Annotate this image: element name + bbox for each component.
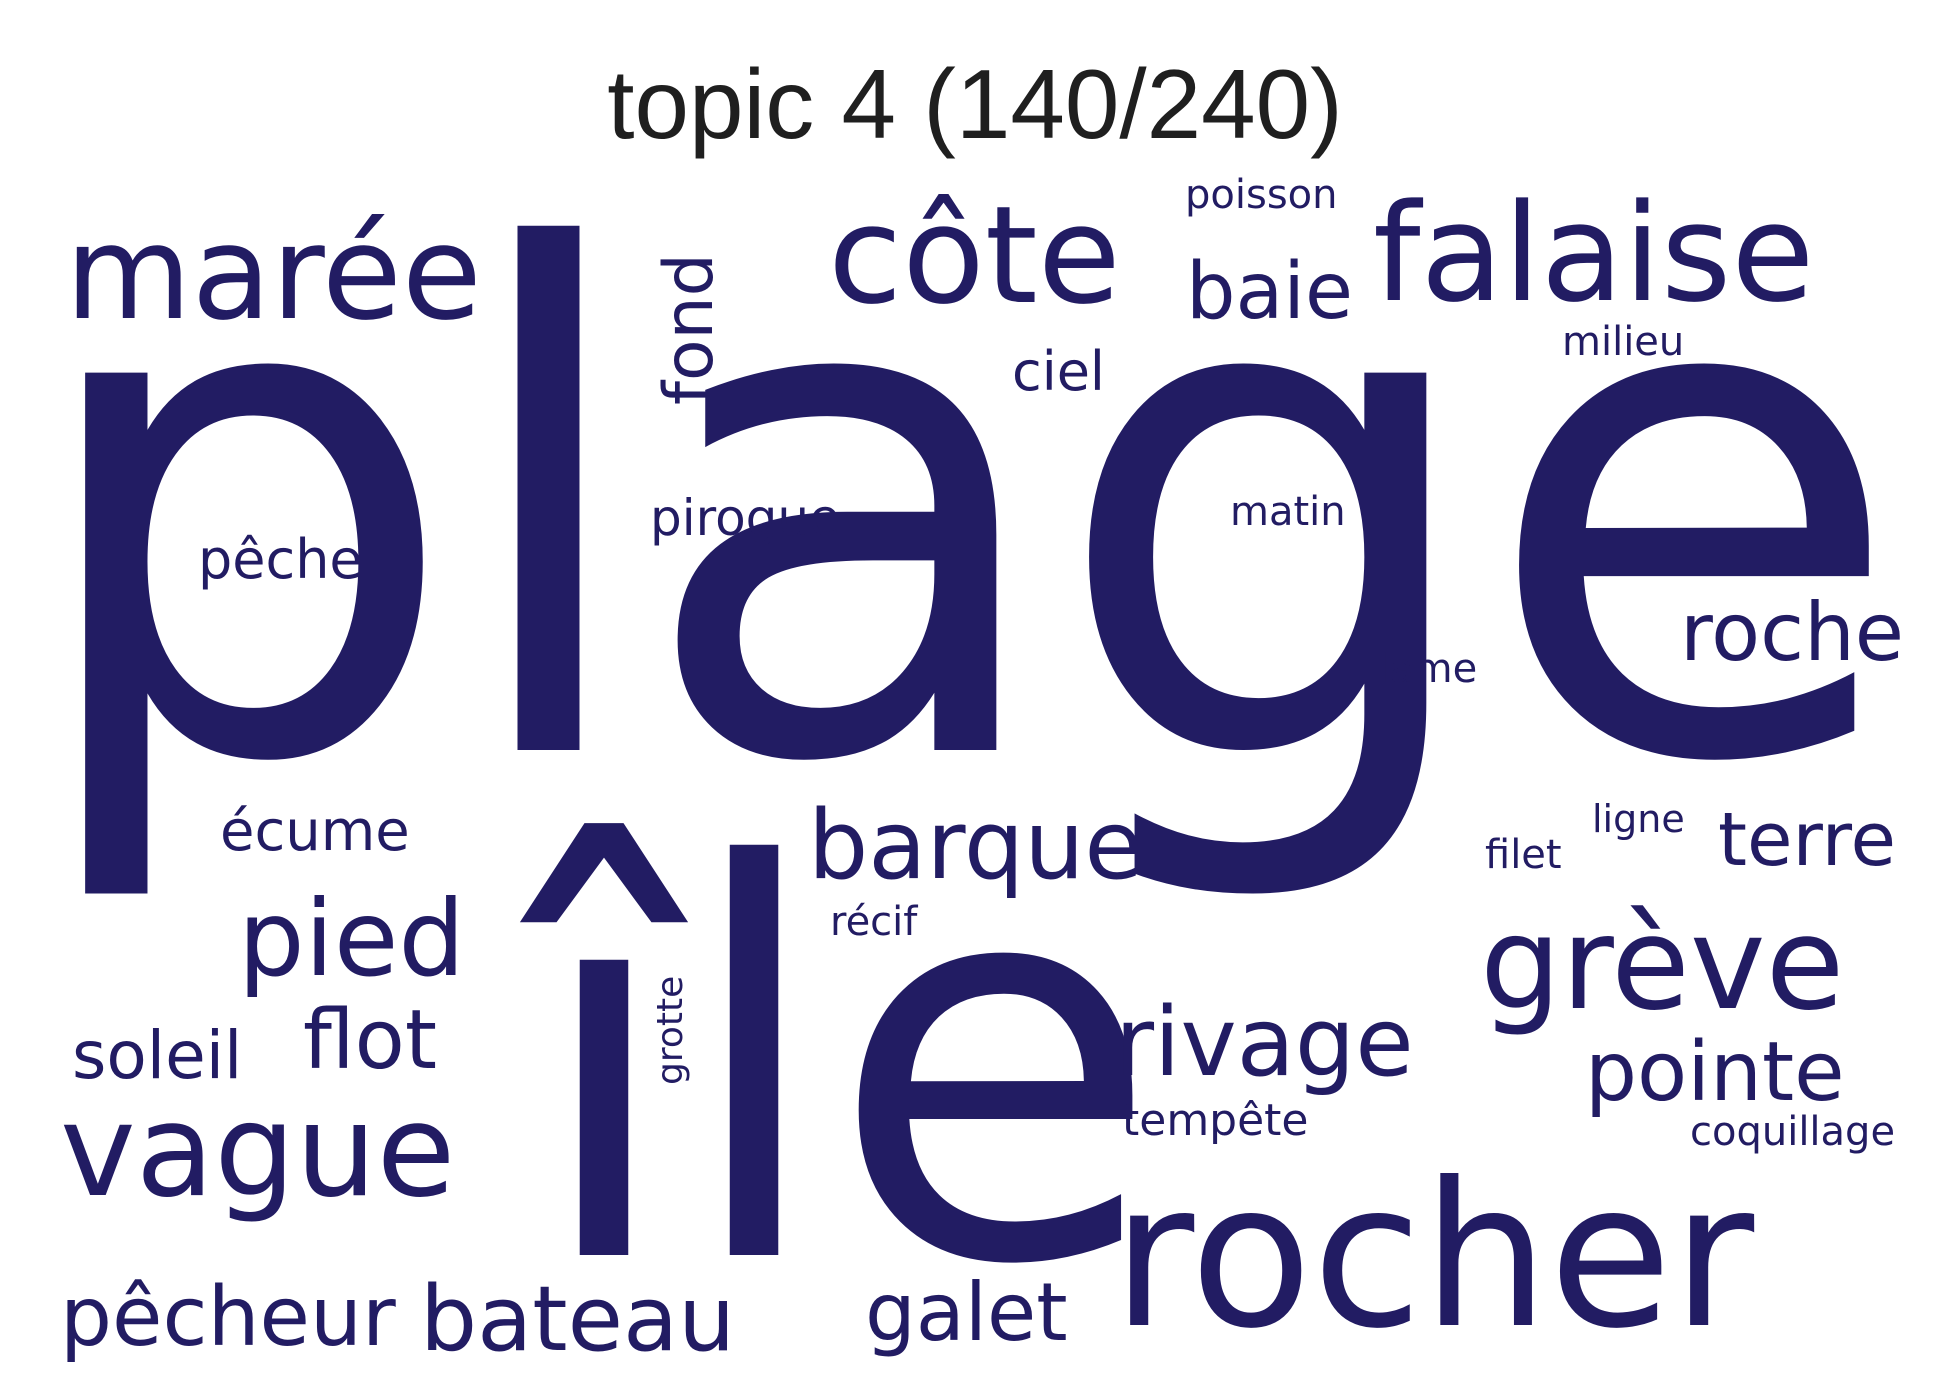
word-plage: plage <box>22 110 1897 913</box>
word-galet: galet <box>865 1266 1068 1359</box>
word-poisson: poisson <box>1185 172 1337 218</box>
word-ligne: ligne <box>1592 797 1685 841</box>
word-grotte: grotte <box>650 976 691 1085</box>
word-coquillage: coquillage <box>1690 1109 1895 1155</box>
word-pied: pied <box>238 878 465 1000</box>
word-cote: côte <box>828 177 1121 334</box>
word-recif: récif <box>830 899 918 945</box>
word-terre: terre <box>1718 797 1896 883</box>
word-rivage: rivage <box>1115 988 1414 1098</box>
chart-title: topic 4 (140/240) <box>607 49 1343 159</box>
word-ile: île <box>512 755 1161 1383</box>
word-roche: roche <box>1680 586 1904 679</box>
word-soleil: soleil <box>72 1017 242 1094</box>
word-peche: pêche <box>198 528 363 591</box>
word-pecheur: pêcheur <box>60 1270 396 1365</box>
word-maree: marée <box>65 197 482 349</box>
word-baie: baie <box>1186 247 1353 337</box>
word-flot: flot <box>303 993 437 1088</box>
word-fond: fond <box>650 253 729 405</box>
word-bateau: bateau <box>420 1267 735 1372</box>
word-vague: vague <box>60 1077 455 1226</box>
word-greve: grève <box>1480 890 1844 1039</box>
word-falaise: falaise <box>1373 175 1814 332</box>
word-pointe: pointe <box>1585 1025 1845 1120</box>
word-milieu: milieu <box>1562 319 1684 365</box>
word-tempete: tempête <box>1122 1095 1309 1146</box>
word-ecume: écume <box>220 799 410 864</box>
word-ciel: ciel <box>1012 340 1105 403</box>
word-barque: barque <box>808 791 1143 901</box>
word-rocher: rocher <box>1112 1140 1755 1373</box>
word-pirogue: pirogue <box>650 489 840 547</box>
word-lame: lame <box>1378 646 1477 692</box>
word-filet: filet <box>1485 832 1562 878</box>
word-matin: matin <box>1230 489 1346 535</box>
